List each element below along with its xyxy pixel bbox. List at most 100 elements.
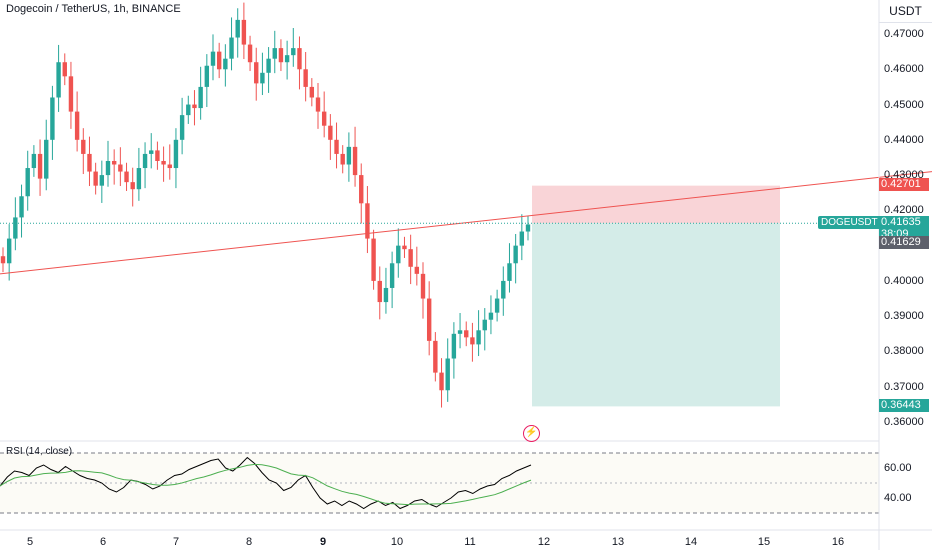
candle <box>13 217 18 239</box>
price-tick: 0.36000 <box>884 416 924 428</box>
candle <box>476 330 481 345</box>
lightning-icon[interactable]: ⚡ <box>523 425 540 442</box>
last-price-badge: 0.41635 <box>879 216 929 229</box>
time-tick: 15 <box>757 536 771 548</box>
chart-title: Dogecoin / TetherUS, 1h, BINANCE <box>6 3 181 15</box>
candle <box>44 139 49 179</box>
candle <box>6 238 12 264</box>
price-tick: 0.42000 <box>884 204 924 217</box>
time-tick: 5 <box>26 536 34 548</box>
candle <box>284 55 290 63</box>
candle <box>278 48 284 63</box>
take-profit-badge: 0.36443 <box>879 399 929 412</box>
candle <box>377 280 382 303</box>
candle <box>179 115 185 140</box>
time-tick: 13 <box>611 536 625 548</box>
candle <box>482 319 487 331</box>
candle <box>50 97 55 140</box>
candle <box>56 62 61 98</box>
candle <box>365 203 370 239</box>
candle <box>198 86 203 109</box>
candle <box>439 372 444 391</box>
price-tick: 0.44000 <box>884 133 924 146</box>
time-tick: 12 <box>537 536 551 548</box>
candle <box>31 153 37 169</box>
candle <box>173 139 179 169</box>
candle <box>149 150 154 154</box>
price-tick: 0.40000 <box>884 274 924 287</box>
candle <box>297 48 302 70</box>
time-tick: 16 <box>831 536 845 548</box>
candle <box>260 72 265 84</box>
price-tick: 0.47000 <box>884 28 924 40</box>
candle <box>155 150 160 161</box>
candle <box>519 231 525 246</box>
rsi-label: RSI (14, close) <box>6 446 73 457</box>
trendline <box>0 171 932 275</box>
candle <box>0 256 6 264</box>
candle <box>371 238 376 281</box>
candle <box>321 111 327 126</box>
candle <box>303 69 308 87</box>
candle <box>315 97 321 112</box>
candle <box>192 104 197 109</box>
rsi-tick: 40.00 <box>884 492 912 504</box>
candle <box>291 48 296 56</box>
candle <box>383 287 389 303</box>
candle <box>328 125 333 140</box>
candle <box>488 312 494 320</box>
price-tick: 0.37000 <box>884 380 924 393</box>
candle <box>352 146 358 176</box>
candle <box>451 333 457 359</box>
candle <box>124 171 129 183</box>
time-tick: 10 <box>390 536 404 548</box>
candle <box>136 168 142 190</box>
time-tick: 7 <box>172 536 180 548</box>
price-tick: 0.46000 <box>884 63 924 76</box>
candle <box>186 104 191 116</box>
candle <box>167 164 172 169</box>
symbol-tag: DOGEUSDT <box>818 216 881 229</box>
currency-button[interactable]: USDT <box>879 0 932 23</box>
candle <box>408 249 413 267</box>
candle <box>247 44 253 63</box>
candle <box>340 153 345 165</box>
candle <box>62 62 67 77</box>
stop-loss-zone <box>532 185 780 224</box>
candle <box>216 51 222 70</box>
candle <box>266 58 271 73</box>
candle <box>204 65 210 87</box>
candle <box>74 111 80 140</box>
candle <box>87 153 92 172</box>
rsi-tick: 60.00 <box>884 462 912 474</box>
candle <box>525 224 531 232</box>
candle <box>470 337 475 345</box>
candle <box>272 48 277 59</box>
rsi-ma-line <box>0 463 532 506</box>
candle <box>223 58 228 70</box>
take-profit-zone <box>532 223 780 407</box>
time-tick: 14 <box>684 536 698 548</box>
price-tick: 0.38000 <box>884 345 924 358</box>
candle <box>433 340 438 373</box>
candle <box>235 19 240 38</box>
candle <box>111 160 117 165</box>
candle <box>501 280 506 299</box>
candle <box>420 273 426 299</box>
candle <box>445 358 450 391</box>
candle <box>105 160 111 176</box>
time-tick: 6 <box>99 536 107 548</box>
time-tick: 11 <box>464 536 476 548</box>
stop-loss-badge: 0.42701 <box>879 178 929 191</box>
candle <box>254 62 259 84</box>
price-tick: 0.39000 <box>884 310 924 323</box>
candle <box>346 146 352 165</box>
candle <box>507 263 512 281</box>
candle <box>19 196 24 218</box>
prev-price-badge: 0.41629 <box>879 236 929 249</box>
time-tick: 8 <box>245 536 253 548</box>
candle <box>334 139 339 154</box>
candle <box>37 153 43 179</box>
candle <box>309 86 315 98</box>
